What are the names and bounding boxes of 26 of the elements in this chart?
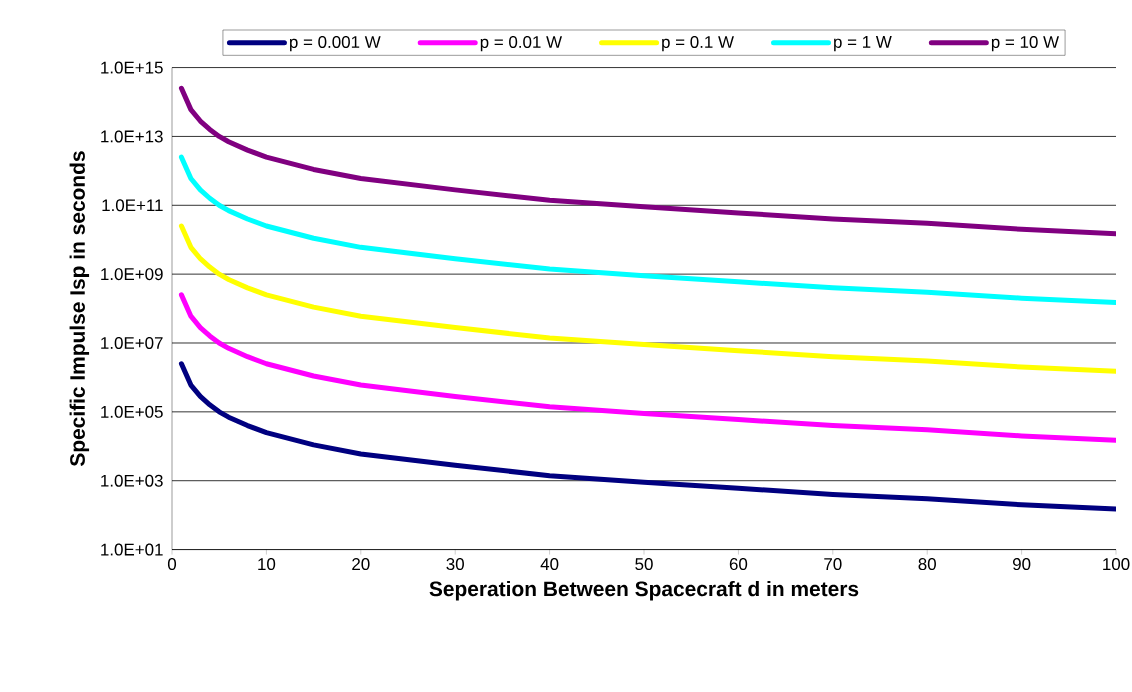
y-tick-label: 1.0E+03 <box>101 474 163 487</box>
x-tick-label: 50 <box>635 558 653 571</box>
x-axis-title: Seperation Between Spacecraft d in meters <box>429 580 859 601</box>
x-tick-label: 0 <box>167 558 177 571</box>
x-tick-label: 10 <box>258 558 276 571</box>
legend-label: p = 0.01 W <box>480 36 562 52</box>
x-tick-label: 70 <box>824 558 842 571</box>
x-tick-label: 60 <box>729 558 748 571</box>
legend-label: p = 0.1 W <box>662 36 734 52</box>
legend-label: p = 10 W <box>991 36 1059 52</box>
y-tick-label: 1.0E+05 <box>101 405 163 418</box>
y-tick-label: 1.0E+09 <box>101 268 163 281</box>
y-tick-label: 1.0E+07 <box>101 337 163 349</box>
y-tick-label: 1.0E+13 <box>101 130 163 143</box>
x-tick-label: 40 <box>540 558 559 571</box>
legend-label: p = 0.001 W <box>290 36 381 52</box>
y-tick-label: 1.0E+01 <box>101 543 163 556</box>
x-tick-label: 80 <box>918 558 936 571</box>
y-axis-title: Specific Impulse Isp in seconds <box>69 151 90 467</box>
x-tick-label: 20 <box>352 558 370 571</box>
y-tick-label: 1.0E+15 <box>101 61 163 74</box>
y-tick-label: 1.0E+11 <box>102 199 163 212</box>
x-tick-label: 30 <box>446 558 464 571</box>
x-tick-label: 90 <box>1012 558 1031 571</box>
x-tick-label: 100 <box>1103 558 1130 571</box>
legend-label: p = 1 W <box>834 36 892 52</box>
